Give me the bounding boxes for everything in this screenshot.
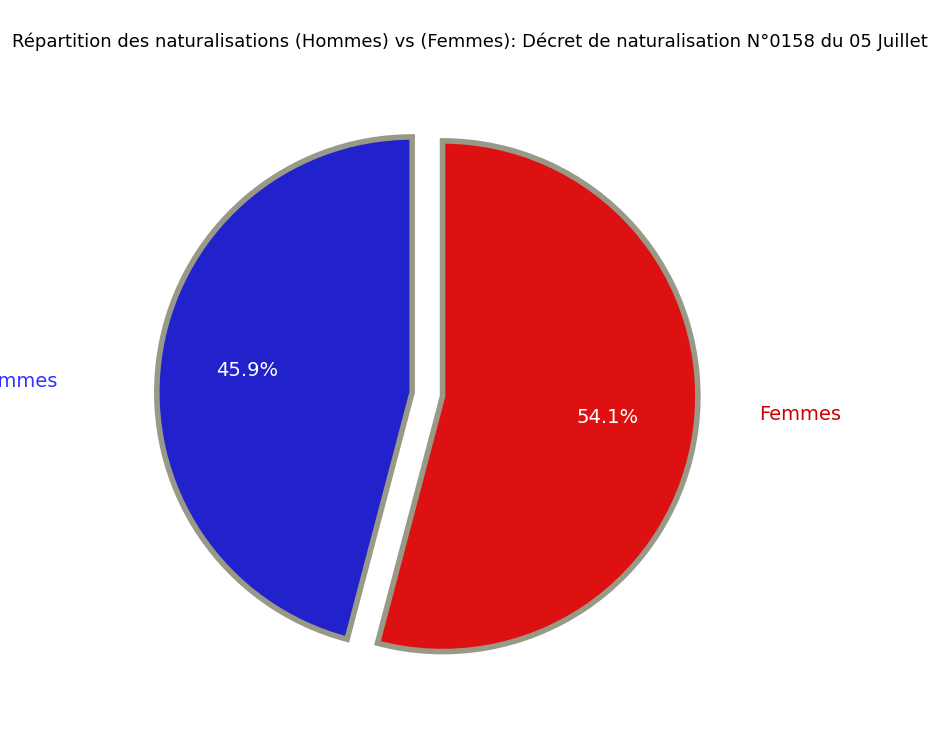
Text: Femmes: Femmes <box>758 406 841 424</box>
Text: 45.9%: 45.9% <box>216 361 278 381</box>
Text: 54.1%: 54.1% <box>575 408 638 427</box>
Wedge shape <box>157 137 412 639</box>
Text: Répartition des naturalisations (Hommes) vs (Femmes): Décret de naturalisation N: Répartition des naturalisations (Hommes)… <box>12 33 928 51</box>
Text: Hommes: Hommes <box>0 372 57 391</box>
Wedge shape <box>377 141 697 652</box>
